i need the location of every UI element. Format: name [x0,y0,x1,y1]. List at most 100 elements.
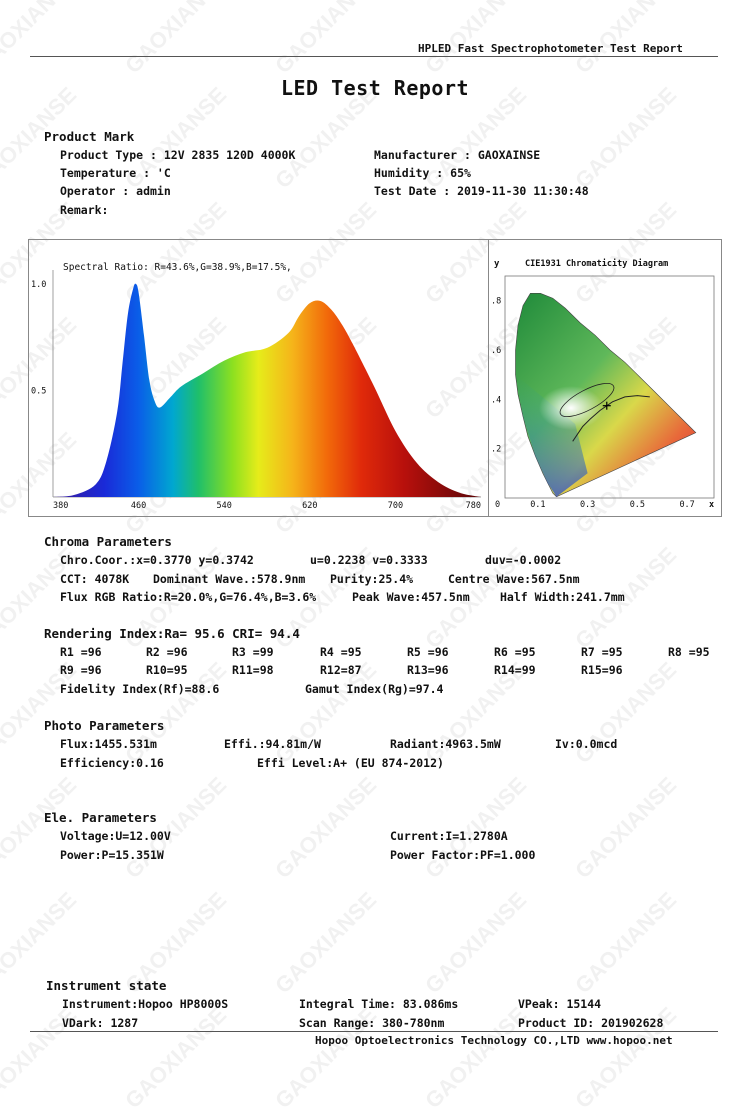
spectrum-x-tick-label: 540 [217,501,232,511]
photo-effi-level: Effi Level:A+ (EU 874-2012) [257,756,444,770]
chart-frame [28,239,722,517]
report-title: LED Test Report [280,76,470,100]
spectrum-x-tick-label: 780 [466,501,481,511]
cri-value: R1 =96 [60,645,102,659]
cie-x-tick-label: 0.5 [630,500,645,510]
cie-white-region [539,386,603,430]
cri-value: R10=95 [146,663,188,677]
cri-value: R2 =96 [146,645,188,659]
instrument-integral: Integral Time: 83.086ms [299,997,459,1011]
gamut-index: Gamut Index(Rg)=97.4 [305,682,444,696]
chroma-dominant: Dominant Wave.:578.9nm [153,572,306,586]
cri-value: R7 =95 [581,645,623,659]
cie-title: CIE1931 Chromaticity Diagram [525,258,668,269]
cie-tolerance-ellipse [559,382,615,418]
test-date: Test Date : 2019-11-30 11:30:48 [374,184,589,198]
watermark-text: GAOXIANSE [570,772,682,884]
watermark-text: GAOXIANSE [0,0,82,79]
cri-value: R8 =95 [668,645,710,659]
product-heading: Product Mark [44,129,135,144]
ele-power: Power:P=15.351W [60,848,164,862]
cie-chart: y CIE1931 Chromaticity Diagram 0 0.1 0.3 0.… [491,258,715,510]
watermark-text: GAOXIANSE [0,772,82,884]
cie-x-tick-label: 0.7 [679,500,694,510]
cri-value: R15=96 [581,663,623,677]
cri-value: R12=87 [320,663,362,677]
watermark-text: GAOXIANSE [270,772,382,884]
cie-x-tick-label: 0.3 [580,500,595,510]
cie-y-tick-label: .6 [491,346,501,356]
watermark-text: GAOXIANSE [570,0,682,79]
manufacturer: Manufacturer : GAOXAINSE [374,148,541,162]
cri-value: R11=98 [232,663,274,677]
ele-voltage: Voltage:U=12.00V [60,829,171,843]
spectrum-chart: 1.0 0.5 380 460 540 620 700 780 Spectral Ratio:… [31,262,481,511]
cie-y-tick-label: .2 [491,445,501,455]
rendering-heading: Rendering Index:Ra= 95.6 CRI= 94.4 [44,626,300,641]
cri-value: R5 =96 [407,645,449,659]
chroma-peak: Peak Wave:457.5nm [352,590,470,604]
chroma-purity: Purity:25.4% [330,572,414,586]
ele-power-factor: Power Factor:PF=1.000 [390,848,536,862]
humidity: Humidity : 65% [374,166,471,180]
remark: Remark: [60,203,109,217]
watermark-text: GAOXIANSE [420,0,532,79]
chroma-uv: u=0.2238 v=0.3333 [310,553,428,567]
footer-rule [30,1031,718,1032]
spectrum-area [53,283,481,497]
chart-divider [488,239,489,516]
product-type: Product Type : 12V 2835 120D 4000K [60,148,296,162]
watermark-text: GAOXIANSE [270,887,382,999]
photo-flux: Flux:1455.531m [60,737,157,751]
cri-value: R6 =95 [494,645,536,659]
cie-y-tick-label: .4 [491,395,501,405]
photo-iv: Iv:0.0mcd [555,737,618,751]
cie-plot-frame [504,275,715,499]
spectrum-x-tick-label: 620 [302,501,317,511]
chroma-flux-rgb: Flux RGB Ratio:R=20.0%,G=76.4%,B=3.6% [60,590,317,604]
cri-value: R14=99 [494,663,536,677]
cie-locus-blue-overlay [515,374,588,497]
cri-value: R3 =99 [232,645,274,659]
photo-efficiency: Efficiency:0.16 [60,756,164,770]
spectrum-y-tick-label: 1.0 [31,280,46,290]
cie-y-tick-label: .8 [491,297,501,307]
footer-company: Hopoo Optoelectronics Technology CO.,LTD… [315,1034,673,1047]
watermark-text: GAOXIANSE [270,0,382,79]
chroma-cct: CCT: 4078K [60,572,130,586]
ele-current: Current:I=1.2780A [390,829,508,843]
spectrum-y-tick-label: 0.5 [31,387,46,397]
photo-effi: Effi.:94.81m/W [224,737,321,751]
chroma-duv: duv=-0.0002 [485,553,562,567]
cri-value: R9 =96 [60,663,102,677]
chroma-coords: Chro.Coor.:x=0.3770 y=0.3742 [60,553,254,567]
instrument-model: Instrument:Hopoo HP8000S [62,997,229,1011]
temperature: Temperature : 'C [60,166,171,180]
chroma-half-width: Half Width:241.7mm [500,590,625,604]
spectrum-x-tick-label: 380 [53,501,68,511]
header-rule [30,56,718,57]
instrument-scan: Scan Range: 380-780nm [299,1016,445,1030]
cri-value: R4 =95 [320,645,362,659]
top-title: HPLED Fast Spectrophotometer Test Report [418,42,683,55]
watermark-text: GAOXIANSE [120,0,232,79]
cie-x-tick-label: 0.1 [530,500,545,510]
spectrum-x-tick-label: 460 [131,501,146,511]
fidelity-index: Fidelity Index(Rf)=88.6 [60,682,220,696]
watermark-text: GAOXIANSE [120,772,232,884]
watermark-text: GAOXIANSE [420,887,532,999]
instrument-vpeak: VPeak: 15144 [518,997,602,1011]
cri-value: R13=96 [407,663,449,677]
instrument-vdark: VDark: 1287 [62,1016,139,1030]
spectrum-x-tick-label: 700 [388,501,403,511]
watermark-text: GAOXIANSE [420,772,532,884]
cie-measured-point [602,401,611,410]
photo-radiant: Radiant:4963.5mW [390,737,501,751]
instrument-heading: Instrument state [46,978,167,993]
operator: Operator : admin [60,184,171,198]
instrument-product-id: Product ID: 201902628 [518,1016,664,1030]
spectral-ratio-label: Spectral Ratio: R=43.6%,G=38.9%,B=17.5%, [63,262,292,273]
cie-y-axis-label: y [494,259,500,269]
ele-heading: Ele. Parameters [44,810,157,825]
watermark-text: GAOXIANSE [570,887,682,999]
